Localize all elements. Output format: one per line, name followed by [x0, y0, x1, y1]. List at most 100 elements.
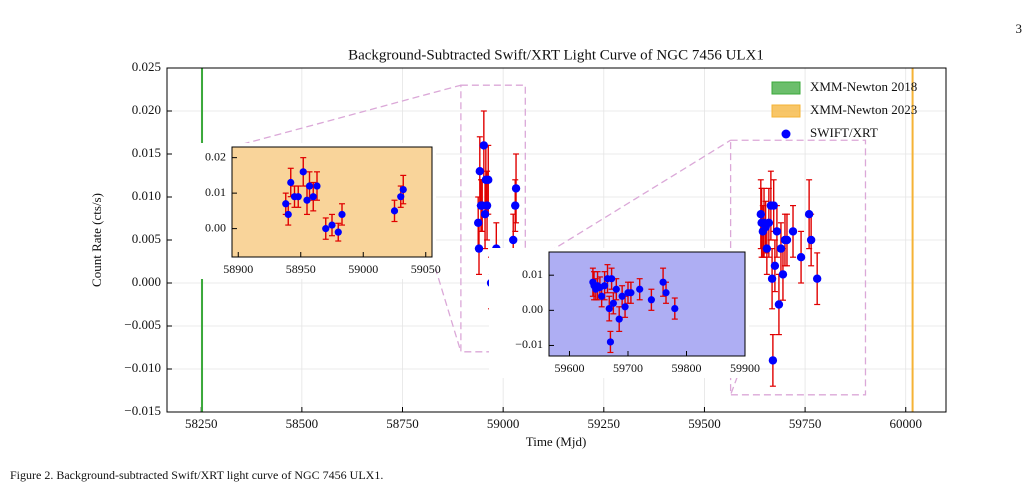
- data-point: [511, 201, 520, 210]
- plot-frame: [166, 67, 947, 413]
- page-number: 3: [1016, 21, 1023, 36]
- x-tick-label: 59700: [613, 361, 643, 375]
- y-tick-label: 0.00: [205, 220, 226, 234]
- y-tick-label: 0.020: [132, 102, 161, 117]
- legend-marker: [781, 129, 791, 139]
- data-point: [627, 289, 635, 297]
- data-point: [299, 168, 307, 176]
- x-tick-label: 58500: [286, 416, 319, 431]
- data-point: [767, 274, 777, 283]
- data-point: [390, 207, 399, 215]
- data-point: [662, 289, 670, 297]
- data-point: [480, 210, 490, 219]
- data-point: [322, 225, 330, 233]
- data-point: [762, 244, 772, 253]
- x-tick-label: 58750: [386, 416, 419, 431]
- data-point: [671, 304, 679, 313]
- data-point: [772, 227, 782, 236]
- data-point: [484, 175, 493, 184]
- data-point: [482, 201, 492, 210]
- data-point: [756, 210, 766, 219]
- data-point: [305, 182, 314, 190]
- data-point: [397, 193, 405, 201]
- zoom-connector: [548, 139, 731, 253]
- x-tick-label: 59050: [411, 262, 441, 276]
- x-tick-label: 59800: [671, 361, 701, 375]
- data-point: [647, 296, 655, 304]
- data-point: [399, 185, 407, 194]
- data-point: [618, 292, 626, 300]
- chart-title: Background-Subtracted Swift/XRT Light Cu…: [348, 47, 764, 63]
- data-point: [509, 235, 518, 245]
- x-tick-label: 58950: [286, 262, 316, 276]
- data-point: [615, 315, 623, 323]
- data-point: [598, 292, 606, 300]
- data-point: [511, 184, 521, 193]
- data-point: [287, 178, 295, 187]
- y-tick-label: −0.01: [515, 337, 543, 351]
- y-axis-label: Count Rate (cts/s): [89, 193, 104, 287]
- data-point: [282, 200, 290, 208]
- data-point: [788, 227, 798, 236]
- data-point: [294, 193, 302, 201]
- y-tick-label: 0.01: [522, 267, 543, 281]
- data-point: [475, 167, 485, 176]
- data-point: [769, 201, 778, 210]
- inset-area: [549, 252, 745, 356]
- data-point: [796, 253, 806, 262]
- y-tick-label: 0.000: [132, 274, 161, 289]
- data-point: [806, 235, 816, 245]
- y-tick-label: 0.005: [132, 231, 161, 246]
- legend-label: SWIFT/XRT: [810, 125, 878, 140]
- y-tick-label: −0.015: [124, 403, 161, 418]
- legend-label: XMM-Newton 2018: [810, 79, 917, 94]
- y-tick-label: 0.025: [132, 59, 161, 74]
- data-point: [609, 299, 617, 307]
- data-point: [659, 278, 667, 286]
- data-point: [608, 275, 616, 283]
- data-point: [600, 282, 609, 290]
- data-point: [778, 270, 788, 279]
- data-point: [303, 196, 311, 204]
- data-point: [804, 210, 814, 219]
- x-tick-label: 59750: [789, 416, 822, 431]
- x-tick-label: 60000: [889, 416, 922, 431]
- data-point: [636, 285, 644, 293]
- y-tick-label: 0.01: [205, 185, 226, 199]
- data-point: [764, 218, 774, 227]
- caption: Figure 2. Background-subtracted Swift/XR…: [10, 468, 383, 482]
- inset-frame: [231, 146, 433, 258]
- data-point: [812, 274, 822, 283]
- inset-frame: [548, 251, 746, 357]
- y-tick-label: −0.005: [124, 317, 161, 332]
- data-point: [612, 285, 620, 293]
- data-point: [479, 141, 489, 150]
- data-point: [621, 303, 629, 311]
- y-tick-label: 0.015: [132, 145, 161, 160]
- data-point: [782, 235, 792, 245]
- x-tick-label: 58900: [223, 262, 253, 276]
- data-point: [776, 244, 786, 253]
- data-point: [328, 221, 336, 229]
- data-point: [338, 210, 346, 219]
- legend-swatch: [771, 104, 801, 118]
- x-tick-label: 59600: [554, 361, 584, 375]
- zoom-connector: [231, 84, 462, 148]
- y-tick-label: 0.010: [132, 188, 161, 203]
- data-point: [606, 338, 615, 346]
- y-tick-label: 0.02: [205, 149, 226, 163]
- x-tick-label: 59900: [730, 361, 760, 375]
- data-point: [334, 228, 342, 236]
- data-point: [284, 210, 292, 219]
- x-tick-label: 59000: [487, 416, 520, 431]
- y-tick-label: 0.00: [522, 302, 543, 316]
- legend-swatch: [771, 81, 801, 95]
- data-point: [313, 182, 321, 190]
- data-point: [474, 244, 484, 253]
- data-point: [768, 356, 778, 365]
- inset-area: [232, 147, 432, 257]
- data-point: [309, 193, 317, 201]
- x-tick-label: 59000: [348, 262, 378, 276]
- y-tick-label: −0.010: [124, 360, 161, 375]
